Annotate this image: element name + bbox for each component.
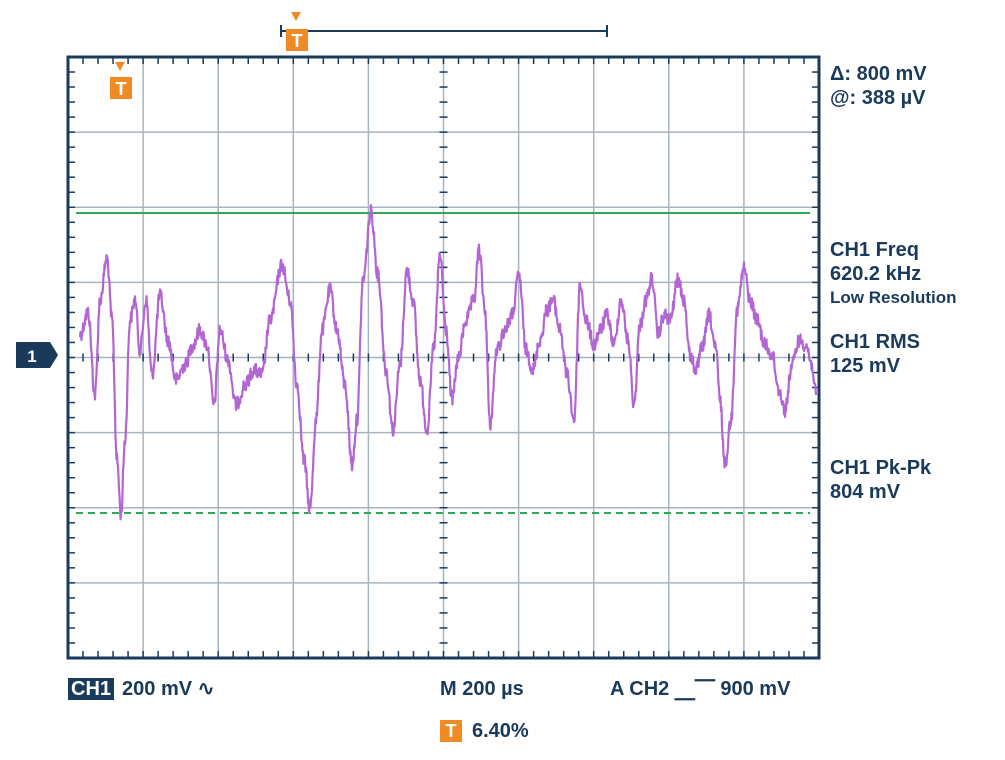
freq-value: 620.2 kHz bbox=[830, 263, 922, 285]
ch1-waveform bbox=[78, 204, 818, 521]
freq-measurement: CH1 Freq 620.2 kHz Low Resolution bbox=[830, 238, 957, 310]
cursor-readout: Δ: 800 mV @: 388 µV bbox=[830, 62, 927, 110]
pkpk-value: 804 mV bbox=[830, 481, 901, 503]
cursor-at: @: 388 µV bbox=[830, 87, 926, 109]
svg-text:T: T bbox=[292, 31, 303, 51]
channel-status: CH1 200 mV ∿ bbox=[68, 676, 214, 701]
cursor-delta: Δ: 800 mV bbox=[830, 63, 927, 85]
record-trigger-marker[interactable]: T bbox=[286, 12, 308, 51]
ch1-ground-marker[interactable]: 1 bbox=[16, 342, 58, 368]
record-length-bar bbox=[280, 25, 608, 37]
pkpk-label: CH1 Pk-Pk bbox=[830, 457, 932, 479]
pkpk-measurement: CH1 Pk-Pk 804 mV bbox=[830, 456, 931, 504]
freq-note: Low Resolution bbox=[830, 288, 957, 307]
trigger-position-value: 6.40% bbox=[472, 720, 529, 742]
rms-measurement: CH1 RMS 125 mV bbox=[830, 330, 920, 378]
svg-text:1: 1 bbox=[27, 347, 36, 366]
timebase: M 200 µs bbox=[440, 678, 524, 700]
freq-label: CH1 Freq bbox=[830, 239, 919, 261]
volts-per-div: 200 mV ∿ bbox=[122, 678, 215, 700]
svg-text:T: T bbox=[116, 79, 127, 99]
trigger-position-readout: T 6.40% bbox=[440, 720, 529, 743]
channel-badge[interactable]: CH1 bbox=[68, 678, 115, 700]
rms-label: CH1 RMS bbox=[830, 331, 921, 353]
rms-value: 125 mV bbox=[830, 355, 901, 377]
trigger-setting: A CH2 ⎽⎺ 900 mV bbox=[610, 678, 791, 700]
trigger-icon: T bbox=[440, 720, 462, 742]
trigger-position-marker[interactable]: T bbox=[110, 62, 132, 99]
screen-frame bbox=[66, 55, 821, 660]
